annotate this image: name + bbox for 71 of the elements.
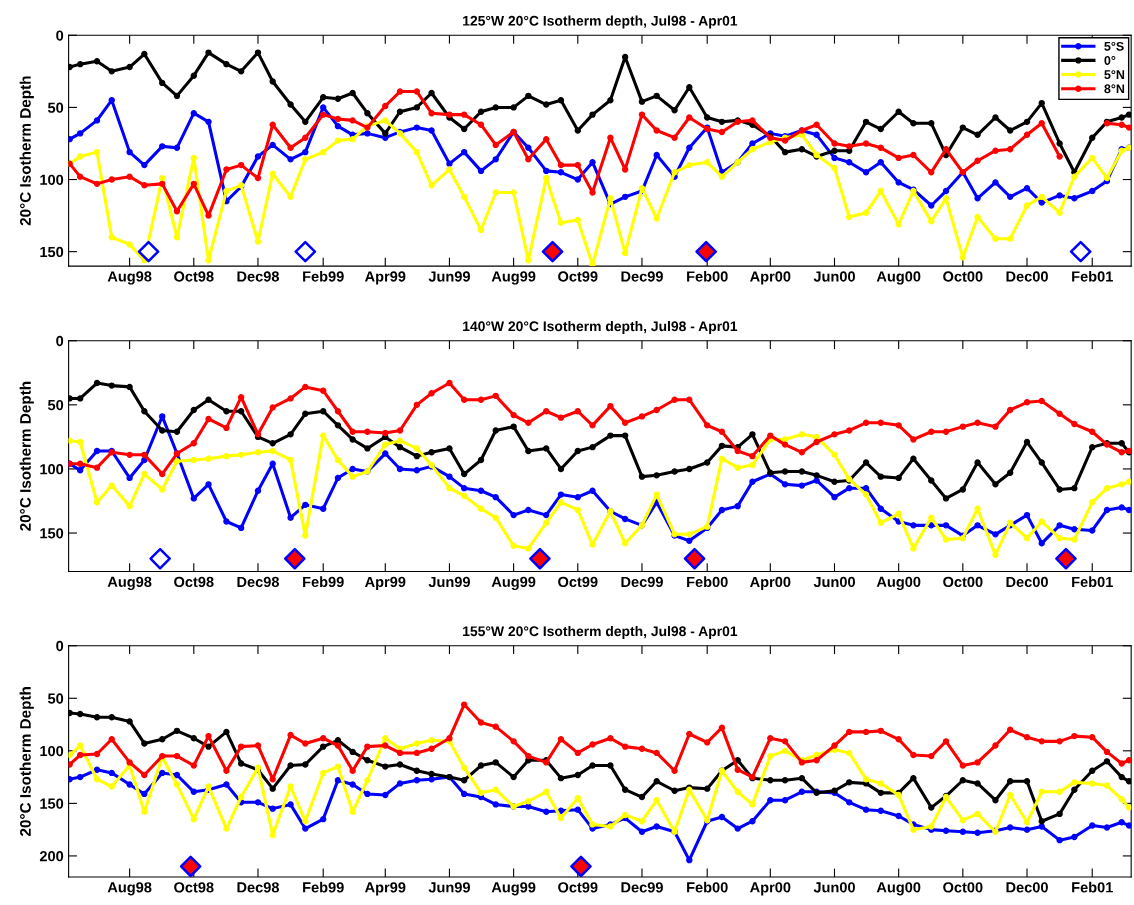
x-tick-label: Oct00: [943, 882, 983, 893]
x-tick-label: Apr00: [750, 882, 791, 896]
x-tick-label: Aug99: [491, 576, 536, 590]
y-axis-title: 20°C Isotherm Depth: [19, 687, 34, 837]
x-tick-label: Feb00: [687, 576, 728, 588]
chart-title: 125°W 20°C Isotherm depth, Jul98 - Apr01: [463, 15, 738, 29]
y-tick-label: 150: [40, 798, 64, 809]
x-tick-label: Jun00: [813, 271, 855, 282]
x-tick-label: Aug98: [107, 271, 152, 285]
x-tick-label: Apr99: [364, 576, 406, 590]
x-tick-label: Feb00: [687, 881, 728, 893]
x-tick-label: Oct99: [558, 271, 598, 282]
x-tick-label: Aug00: [876, 576, 921, 590]
legend-label: 8°N: [1104, 84, 1125, 94]
x-tick-label: Apr00: [750, 271, 791, 285]
y-tick-label: 0: [56, 640, 64, 652]
x-tick-label: Aug98: [107, 882, 152, 896]
x-tick-label: Aug99: [491, 882, 536, 896]
x-tick-label: Jun00: [813, 882, 855, 893]
x-tick-label: Dec00: [1006, 576, 1048, 588]
x-tick-label: Dec99: [621, 576, 663, 588]
y-tick-label: 150: [40, 528, 64, 539]
x-tick-label: Dec00: [1006, 882, 1048, 893]
y-tick-label: 100: [40, 174, 64, 185]
y-axis-title: 20°C Isotherm Depth: [19, 381, 34, 531]
x-tick-label: Feb99: [303, 270, 344, 282]
y-tick-label: 100: [40, 464, 64, 475]
x-tick-label: Oct99: [558, 882, 598, 893]
x-tick-label: Oct00: [943, 576, 983, 588]
y-tick-label: 50: [47, 102, 64, 113]
x-tick-label: Feb01: [1072, 881, 1113, 893]
x-tick-label: Jun99: [428, 576, 470, 588]
x-tick-label: Feb99: [303, 881, 344, 893]
x-tick-label: Jun99: [428, 271, 470, 282]
x-tick-label: Dec00: [1006, 271, 1048, 282]
y-tick-label: 100: [40, 745, 64, 757]
legend-label: 0°: [1104, 56, 1116, 65]
legend-label: 5°N: [1104, 70, 1125, 80]
x-tick-label: Oct99: [558, 576, 598, 588]
y-tick-label: 50: [47, 693, 64, 704]
x-tick-label: Oct98: [174, 882, 214, 893]
x-tick-label: Feb01: [1072, 576, 1113, 588]
x-tick-label: Apr99: [364, 882, 406, 896]
x-tick-label: Aug99: [491, 271, 536, 285]
x-tick-label: Aug00: [876, 882, 921, 896]
x-tick-label: Jun99: [428, 882, 470, 893]
x-tick-label: Aug98: [107, 576, 152, 590]
x-tick-label: Dec98: [237, 576, 280, 588]
x-tick-label: Dec99: [621, 882, 663, 893]
x-tick-label: Feb00: [687, 270, 728, 282]
chart-title: 140°W 20°C Isotherm depth, Jul98 - Apr01: [463, 320, 738, 334]
legend-label: 5°S: [1104, 41, 1124, 51]
y-tick-label: 150: [40, 246, 64, 258]
y-tick-label: 0: [56, 30, 64, 41]
y-tick-label: 0: [56, 335, 64, 347]
x-tick-label: Oct98: [174, 271, 214, 282]
x-tick-label: Feb01: [1072, 270, 1113, 282]
x-tick-label: Apr99: [364, 271, 406, 285]
y-tick-label: 50: [47, 399, 64, 411]
chart-title: 155°W 20°C Isotherm depth, Jul98 - Apr01: [463, 625, 738, 639]
y-tick-label: 200: [39, 851, 64, 862]
x-tick-label: Oct00: [943, 271, 983, 282]
x-tick-label: Aug00: [876, 271, 921, 285]
x-tick-label: Dec98: [237, 882, 280, 893]
y-axis-title: 20°C Isotherm Depth: [19, 76, 34, 226]
x-tick-label: Dec98: [237, 271, 280, 282]
x-tick-label: Apr00: [750, 576, 791, 590]
x-tick-label: Oct98: [174, 576, 214, 588]
x-tick-label: Jun00: [813, 576, 855, 588]
x-tick-label: Dec99: [621, 271, 663, 282]
x-tick-label: Feb99: [303, 576, 344, 588]
